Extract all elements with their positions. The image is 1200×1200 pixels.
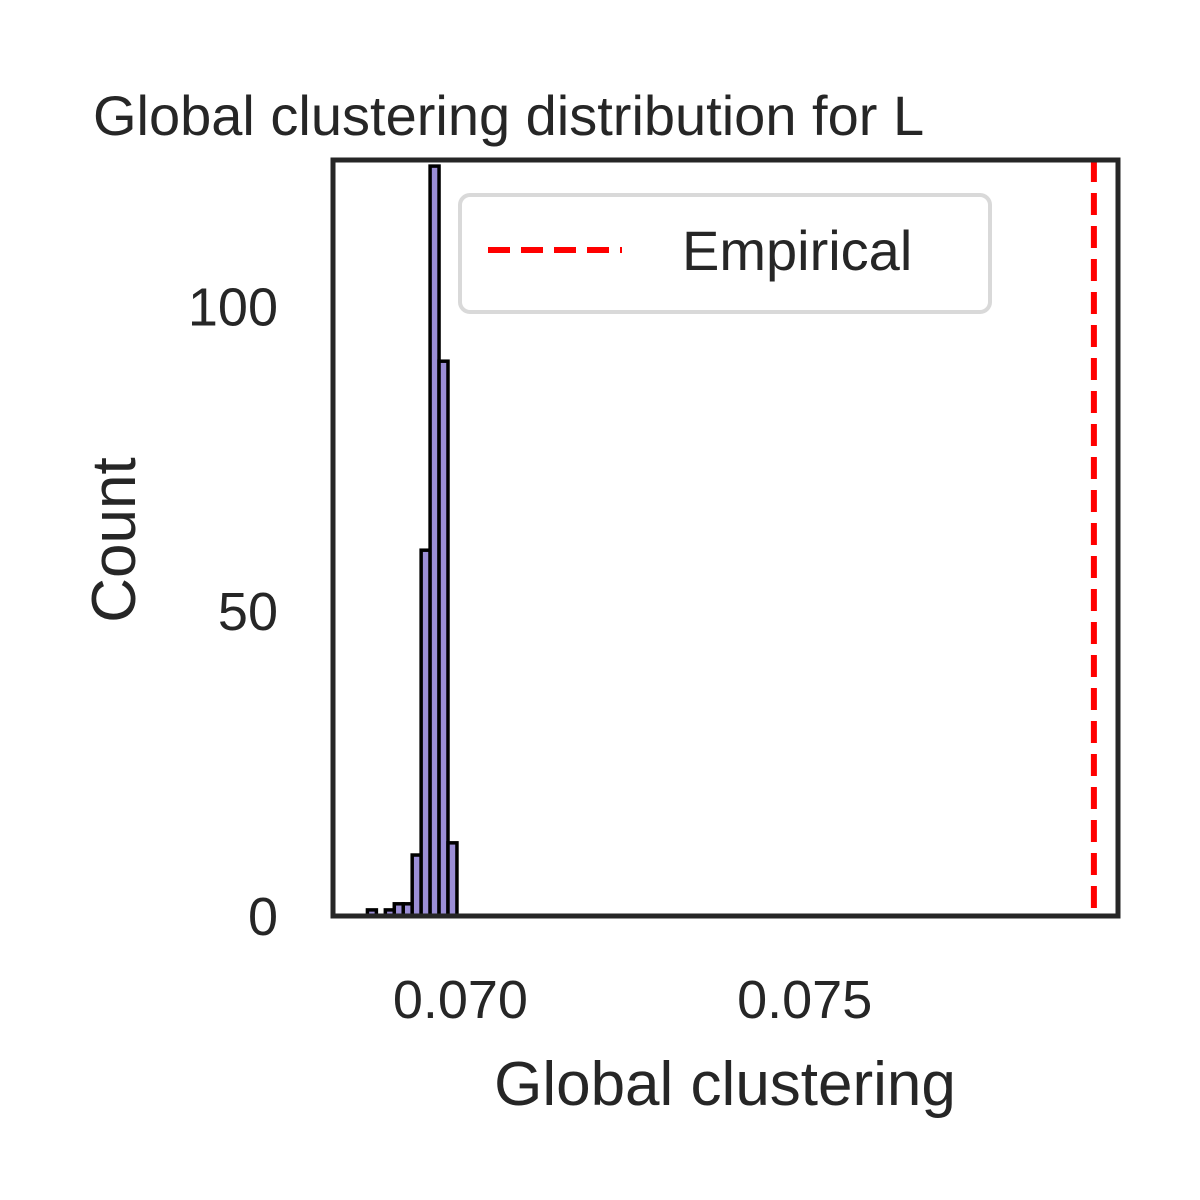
chart-title: Global clustering distribution for L: [93, 84, 924, 147]
legend: Empirical: [458, 193, 992, 314]
histogram-bar: [437, 359, 450, 918]
histogram-bar: [446, 841, 459, 918]
y-axis-ticks: 0 50 100: [188, 277, 278, 947]
x-axis-label: Global clustering: [494, 1050, 956, 1119]
legend-box: [458, 193, 992, 314]
x-tick-label: 0.075: [737, 970, 872, 1030]
histogram-bars: [365, 164, 459, 918]
y-tick-label: 100: [188, 277, 278, 337]
y-tick-label: 50: [218, 582, 278, 642]
x-axis-ticks: 0.070 0.075: [393, 970, 872, 1030]
y-axis-label: Count: [80, 457, 149, 622]
y-tick-label: 0: [248, 887, 278, 947]
x-tick-label: 0.070: [393, 970, 528, 1030]
plot-frame: [330, 157, 1121, 919]
legend-empirical-label: Empirical: [682, 219, 912, 282]
